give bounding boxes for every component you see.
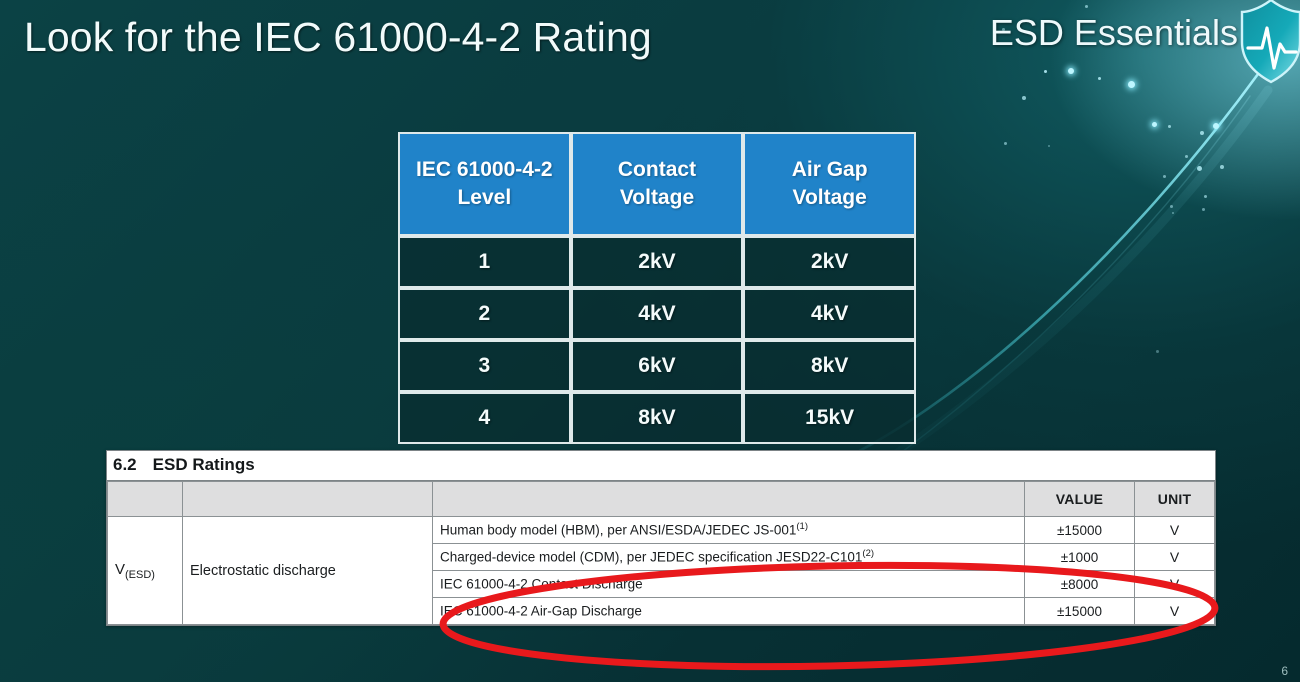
cell-level: 4 [398, 392, 571, 444]
table-header-row: IEC 61000-4-2 Level Contact Voltage Air … [398, 132, 916, 236]
slide-title: Look for the IEC 61000-4-2 Rating [24, 14, 652, 60]
cell-value: ±8000 [1024, 570, 1135, 599]
esd-table-body: V(ESD) Electrostatic discharge Human bod… [107, 515, 1215, 626]
section-number: 6.2 [113, 455, 137, 474]
cell-contact: 2kV [570, 236, 744, 288]
cell-unit: V [1134, 597, 1215, 626]
table-row: 3 6kV 8kV [398, 340, 916, 392]
header-unit: UNIT [1134, 481, 1215, 517]
cell-level: 3 [398, 340, 571, 392]
shield-pulse-icon [1240, 0, 1300, 84]
cell-symbol: V(ESD) [107, 515, 183, 626]
header-line-1: Contact [617, 158, 697, 182]
header-symbol-blank [107, 481, 183, 517]
cell-contact: 4kV [570, 288, 744, 340]
cell-airgap: 15kV [743, 392, 916, 444]
cell-description: Charged-device model (CDM), per JEDEC sp… [432, 543, 1025, 572]
cell-value: ±15000 [1024, 597, 1135, 626]
header-iec-level: IEC 61000-4-2 Level [398, 132, 571, 236]
cell-unit: V [1134, 570, 1215, 599]
cell-value: ±15000 [1024, 515, 1135, 545]
symbol-subscript: (ESD) [125, 568, 155, 581]
footnote-marker: (1) [796, 521, 809, 532]
description-text: IEC 61000-4-2 Air-Gap Discharge [440, 603, 642, 619]
table-row: 4 8kV 15kV [398, 392, 916, 444]
cell-parameter: Electrostatic discharge [182, 515, 433, 626]
cell-level: 2 [398, 288, 571, 340]
esd-table-head: VALUE UNIT [107, 481, 1215, 517]
cell-unit: V [1134, 515, 1215, 545]
table-row: V(ESD) Electrostatic discharge Human bod… [107, 515, 1215, 626]
brand-label: ESD Essentials [989, 12, 1238, 53]
header-contact-voltage: Contact Voltage [570, 132, 744, 236]
table-header-row: VALUE UNIT [107, 481, 1215, 517]
cell-airgap: 2kV [743, 236, 916, 288]
table-row: 2 4kV 4kV [398, 288, 916, 340]
iec-table-body: 1 2kV 2kV 2 4kV 4kV 3 6kV 8kV 4 8kV 15kV [398, 236, 916, 444]
cell-unit: V [1134, 543, 1215, 572]
cell-airgap: 8kV [743, 340, 916, 392]
cell-description: IEC 61000-4-2 Air-Gap Discharge [432, 597, 1025, 626]
header-parameter-blank [182, 481, 433, 517]
header-line-1: IEC 61000-4-2 [416, 158, 553, 182]
section-name: ESD Ratings [152, 455, 255, 474]
description-text: Human body model (HBM), per ANSI/ESDA/JE… [440, 522, 797, 538]
datasheet-section-title: 6.2 ESD Ratings [107, 451, 1215, 481]
iec-table-head: IEC 61000-4-2 Level Contact Voltage Air … [398, 132, 916, 236]
description-text: Charged-device model (CDM), per JEDEC sp… [440, 549, 863, 565]
header-line-1: Air Gap [791, 158, 868, 182]
cell-level: 1 [398, 236, 571, 288]
header-line-2: Voltage [619, 186, 695, 209]
cell-contact: 6kV [570, 340, 744, 392]
header-air-gap-voltage: Air Gap Voltage [743, 132, 916, 236]
datasheet-excerpt: 6.2 ESD Ratings VALUE UNIT V(ESD) Electro… [106, 450, 1216, 627]
table-row: 1 2kV 2kV [398, 236, 916, 288]
header-line-2: Level [457, 186, 512, 209]
cell-value: ±1000 [1024, 543, 1135, 572]
header-description-blank [432, 481, 1025, 517]
cell-description: Human body model (HBM), per ANSI/ESDA/JE… [432, 515, 1025, 545]
page-number: 6 [1281, 664, 1288, 678]
description-text: IEC 61000-4-2 Contact Discharge [440, 576, 643, 592]
cell-description: IEC 61000-4-2 Contact Discharge [432, 570, 1025, 599]
footnote-marker: (2) [862, 548, 875, 560]
symbol-base: V [115, 560, 126, 578]
header-value: VALUE [1024, 481, 1135, 517]
cell-airgap: 4kV [743, 288, 916, 340]
header-line-2: Voltage [792, 186, 867, 209]
cell-contact: 8kV [570, 392, 744, 444]
iec-level-table: IEC 61000-4-2 Level Contact Voltage Air … [398, 132, 916, 444]
esd-ratings-table: VALUE UNIT V(ESD) Electrostatic discharg… [107, 481, 1215, 626]
